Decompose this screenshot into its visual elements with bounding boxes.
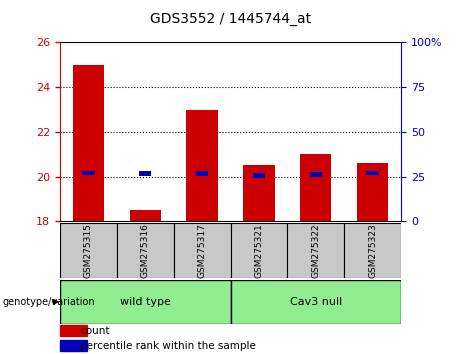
- Bar: [117, 223, 174, 278]
- Bar: [73, 65, 104, 221]
- Text: GSM275322: GSM275322: [311, 223, 320, 278]
- Bar: [139, 171, 152, 176]
- Bar: [174, 223, 230, 278]
- Bar: [230, 223, 287, 278]
- Bar: [300, 154, 331, 221]
- Bar: [344, 223, 401, 278]
- Bar: [253, 173, 265, 178]
- Bar: [60, 325, 87, 336]
- Text: genotype/variation: genotype/variation: [2, 297, 95, 307]
- Bar: [60, 223, 117, 278]
- Bar: [366, 171, 379, 176]
- Bar: [196, 171, 208, 176]
- Bar: [230, 280, 401, 324]
- Bar: [186, 109, 218, 221]
- Bar: [309, 172, 322, 177]
- Bar: [60, 341, 87, 351]
- Bar: [357, 163, 388, 221]
- Text: GSM275323: GSM275323: [368, 223, 377, 278]
- Bar: [287, 223, 344, 278]
- Text: GSM275321: GSM275321: [254, 223, 263, 278]
- Text: Cav3 null: Cav3 null: [290, 297, 342, 307]
- Text: percentile rank within the sample: percentile rank within the sample: [80, 341, 256, 351]
- Bar: [82, 171, 95, 176]
- Text: wild type: wild type: [120, 297, 171, 307]
- Text: GSM275315: GSM275315: [84, 223, 93, 278]
- Bar: [60, 280, 230, 324]
- Text: GSM275316: GSM275316: [141, 223, 150, 278]
- Text: count: count: [80, 326, 110, 336]
- Bar: [243, 165, 275, 221]
- Text: GSM275317: GSM275317: [198, 223, 207, 278]
- Text: GDS3552 / 1445744_at: GDS3552 / 1445744_at: [150, 12, 311, 27]
- Bar: [130, 210, 161, 221]
